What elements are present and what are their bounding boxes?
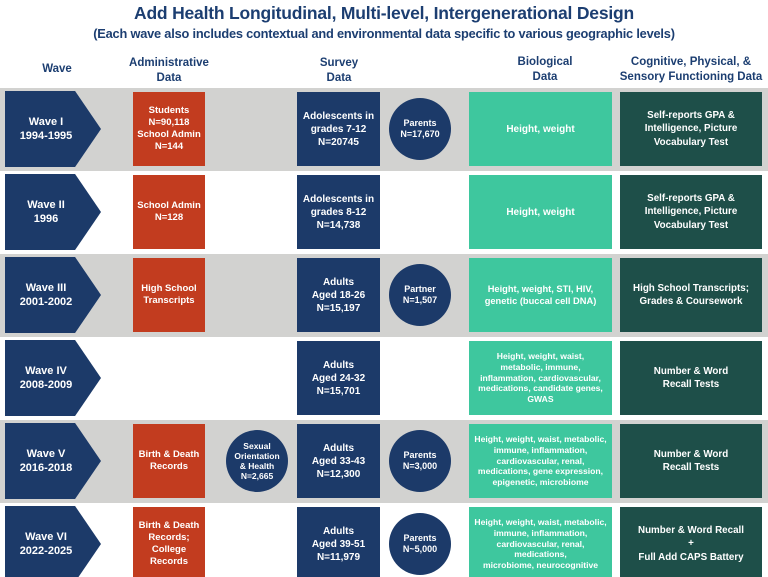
- column-header-wave: Wave: [42, 63, 72, 75]
- page-subtitle: (Each wave also includes contextual and …: [93, 26, 675, 41]
- column-header-cognitive-data: Cognitive, Physical, & Sensory Functioni…: [619, 56, 763, 83]
- wave-6-survey-box: Adults Aged 39-51 N=11,979: [297, 507, 380, 577]
- wave-1-arrow: Wave I 1994-1995: [5, 91, 101, 167]
- wave-5-admin-box: Birth & Death Records: [133, 424, 205, 498]
- wave-1-admin-box: Students N=90,118 School Admin N=144: [133, 92, 205, 166]
- wave-4-biological-box: Height, weight, waist, metabolic, immune…: [469, 341, 612, 415]
- wave-3-partner-circle: Partner N=1,507: [389, 264, 451, 326]
- wave-6-arrow: Wave VI 2022-2025: [5, 506, 101, 577]
- wave-1-survey-box: Adolescents in grades 7-12 N=20745: [297, 92, 380, 166]
- wave-5-arrow: Wave V 2016-2018: [5, 423, 101, 499]
- wave-2-survey-box: Adolescents in grades 8-12 N=14,738: [297, 175, 380, 249]
- wave-3-row: Wave III 2001-2002 High School Transcrip…: [0, 254, 768, 337]
- wave-3-biological-box: Height, weight, STI, HIV, genetic (bucca…: [469, 258, 612, 332]
- wave-3-admin-box: High School Transcripts: [133, 258, 205, 332]
- wave-4-survey-box: Adults Aged 24-32 N=15,701: [297, 341, 380, 415]
- wave-3-cognitive-box: High School Transcripts; Grades & Course…: [620, 258, 762, 332]
- wave-5-survey-box: Adults Aged 33-43 N=12,300: [297, 424, 380, 498]
- wave-4-arrow: Wave IV 2008-2009: [5, 340, 101, 416]
- page-title: Add Health Longitudinal, Multi-level, In…: [134, 3, 634, 23]
- wave-2-row: Wave II 1996 School Admin N=128 Adolesce…: [0, 171, 768, 254]
- wave-2-cognitive-box: Self-reports GPA & Intelligence, Picture…: [620, 175, 762, 249]
- wave-2-biological-box: Height, weight: [469, 175, 612, 249]
- wave-5-biological-box: Height, weight, waist, metabolic, immune…: [469, 424, 612, 498]
- wave-1-parents-circle: Parents N=17,670: [389, 98, 451, 160]
- wave-5-parents-circle: Parents N=3,000: [389, 430, 451, 492]
- column-header-biological-data: Biological Data: [517, 56, 573, 83]
- wave-3-arrow: Wave III 2001-2002: [5, 257, 101, 333]
- wave-1-biological-box: Height, weight: [469, 92, 612, 166]
- column-header-survey-data: Survey Data: [319, 57, 359, 84]
- wave-6-biological-box: Height, weight, waist, metabolic, immune…: [469, 507, 612, 577]
- wave-5-sexual-orientation-circle: Sexual Orientation & Health N=2,665: [226, 430, 288, 492]
- wave-2-arrow: Wave II 1996: [5, 174, 101, 250]
- wave-1-cognitive-box: Self-reports GPA & Intelligence, Picture…: [620, 92, 762, 166]
- wave-1-row: Wave I 1994-1995 Students N=90,118 Schoo…: [0, 88, 768, 171]
- wave-5-cognitive-box: Number & Word Recall Tests: [620, 424, 762, 498]
- wave-4-cognitive-box: Number & Word Recall Tests: [620, 341, 762, 415]
- wave-2-admin-box: School Admin N=128: [133, 175, 205, 249]
- wave-6-admin-box: Birth & Death Records; College Records: [133, 507, 205, 577]
- wave-5-row: Wave V 2016-2018 Birth & Death Records S…: [0, 420, 768, 503]
- wave-3-survey-box: Adults Aged 18-26 N=15,197: [297, 258, 380, 332]
- wave-6-cognitive-box: Number & Word Recall + Full Add CAPS Bat…: [620, 507, 762, 577]
- column-header-administrative-data: Administrative Data: [129, 57, 209, 84]
- wave-4-row: Wave IV 2008-2009 Adults Aged 24-32 N=15…: [0, 337, 768, 420]
- wave-6-parents-circle: Parents N~5,000: [389, 513, 451, 575]
- wave-6-row: Wave VI 2022-2025 Birth & Death Records;…: [0, 503, 768, 577]
